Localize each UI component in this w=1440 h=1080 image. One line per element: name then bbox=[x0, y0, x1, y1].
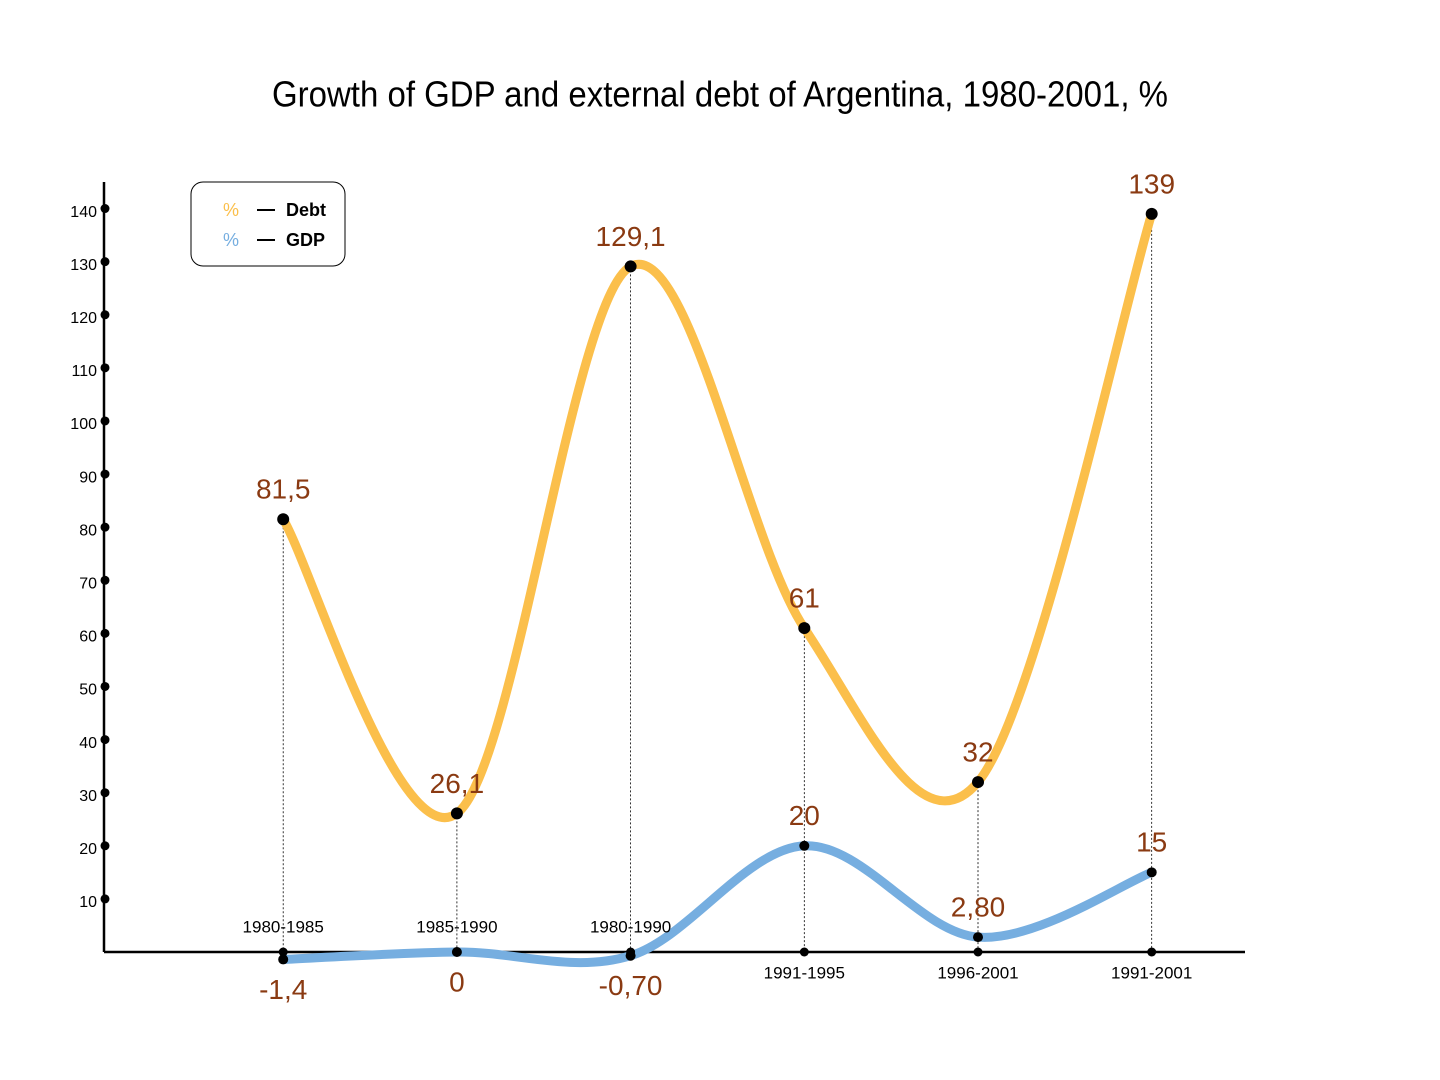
y-tick-mark bbox=[100, 522, 110, 532]
y-tick-mark bbox=[100, 681, 110, 691]
x-tick-mark bbox=[799, 947, 809, 957]
y-tick-label: 140 bbox=[70, 204, 97, 221]
value-label: 139 bbox=[1128, 168, 1175, 199]
series-line bbox=[278, 209, 1157, 822]
x-tick-mark bbox=[973, 947, 983, 957]
x-tick-mark bbox=[626, 947, 636, 957]
y-tick-mark bbox=[100, 310, 110, 320]
value-label: 61 bbox=[789, 582, 820, 613]
value-label: 129,1 bbox=[596, 221, 666, 252]
x-tick-label: 1980-1990 bbox=[590, 917, 671, 936]
y-tick-label: 110 bbox=[71, 363, 97, 380]
value-label: 81,5 bbox=[256, 474, 311, 505]
y-tick-label: 70 bbox=[79, 575, 97, 592]
point bbox=[278, 954, 289, 965]
y-tick-label: 80 bbox=[79, 522, 97, 539]
point bbox=[624, 260, 637, 273]
y-tick-label: 120 bbox=[70, 310, 97, 327]
y-tick-label: 130 bbox=[70, 257, 97, 274]
point bbox=[798, 622, 811, 635]
y-tick-label: 20 bbox=[79, 841, 97, 858]
value-label: 20 bbox=[789, 800, 820, 831]
y-tick-mark bbox=[100, 628, 110, 638]
y-tick-mark bbox=[100, 735, 110, 745]
value-label: 0 bbox=[449, 966, 465, 997]
point bbox=[1146, 867, 1157, 878]
y-tick-mark bbox=[100, 257, 110, 267]
y-tick-mark bbox=[100, 788, 110, 798]
series-line bbox=[278, 841, 1157, 968]
y-tick-label: 30 bbox=[79, 788, 97, 805]
x-tick-mark bbox=[1147, 947, 1157, 957]
y-tick-mark bbox=[100, 575, 110, 585]
y-tick-label: 90 bbox=[79, 469, 97, 486]
x-tick-label: 1991-1995 bbox=[764, 963, 845, 982]
x-tick-mark bbox=[452, 947, 462, 957]
y-tick-label: 40 bbox=[79, 735, 97, 752]
x-tick-label: 1996-2001 bbox=[937, 963, 1018, 982]
x-tick-label: 1985-1990 bbox=[416, 917, 497, 936]
y-tick-mark bbox=[100, 469, 110, 479]
value-label: -1,4 bbox=[259, 974, 307, 1005]
x-tick-label: 1991-2001 bbox=[1111, 963, 1192, 982]
y-tick-label: 10 bbox=[79, 894, 97, 911]
point bbox=[972, 776, 984, 789]
x-tick-label: 1980-1985 bbox=[243, 917, 324, 936]
value-label: 26,1 bbox=[430, 768, 485, 799]
y-tick-label: 100 bbox=[70, 416, 97, 433]
y-tick-mark bbox=[100, 204, 110, 214]
chart-title: Growth of GDP and external debt of Argen… bbox=[272, 74, 1168, 115]
point bbox=[1145, 207, 1158, 220]
legend-box bbox=[190, 181, 346, 267]
y-tick-mark bbox=[100, 894, 110, 904]
y-tick-mark bbox=[100, 841, 110, 851]
value-label: 15 bbox=[1136, 827, 1167, 858]
point bbox=[277, 513, 290, 526]
legend-marker: % bbox=[223, 200, 239, 220]
value-label: -0,70 bbox=[599, 970, 663, 1001]
legend-marker: % bbox=[223, 230, 239, 250]
legend-label: GDP bbox=[286, 230, 325, 250]
y-tick-label: 60 bbox=[79, 629, 97, 646]
y-tick-label: 50 bbox=[79, 682, 97, 699]
y-tick-mark bbox=[100, 363, 110, 373]
value-label: 2,80 bbox=[951, 892, 1006, 923]
legend-label: Debt bbox=[286, 200, 326, 220]
point bbox=[799, 840, 810, 851]
y-tick-mark bbox=[100, 416, 110, 426]
x-tick-mark bbox=[278, 947, 288, 957]
value-label: 32 bbox=[962, 736, 993, 767]
point bbox=[450, 807, 463, 820]
point bbox=[973, 932, 983, 943]
